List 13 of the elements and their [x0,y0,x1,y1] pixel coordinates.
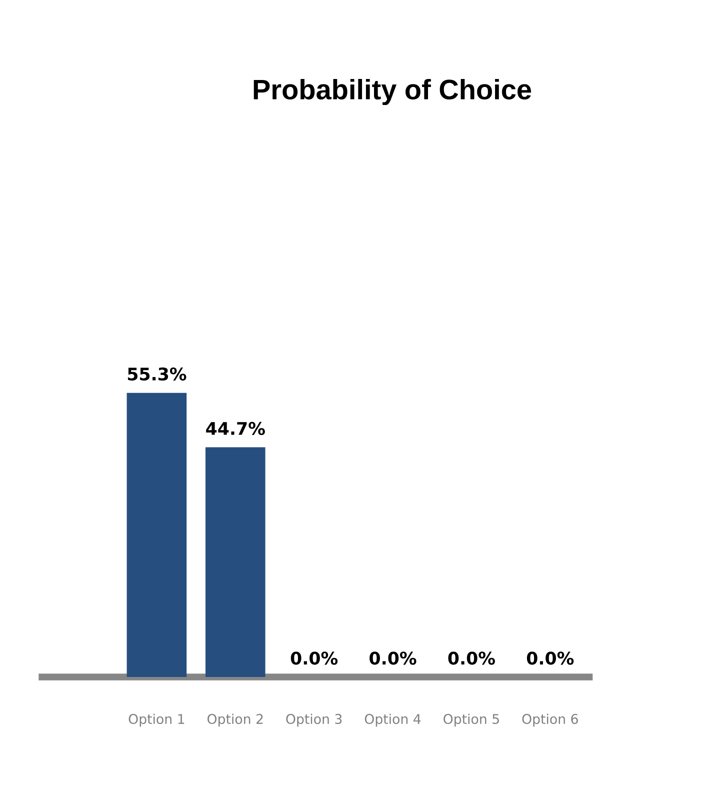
data-label: 0.0% [526,652,574,665]
data-label: 44.7% [206,422,265,436]
x-tick-label: Option 1 [128,714,184,727]
x-tick-label: Option 3 [286,714,342,727]
x-tick-label: Option 6 [522,714,578,727]
chart-title: Probability of Choice [254,78,532,106]
data-label: 0.0% [448,652,495,665]
x-tick-label: Option 4 [364,714,421,727]
data-label: 0.0% [290,652,338,665]
x-tick-label: Option 5 [444,714,499,727]
data-label: 55.3% [128,367,186,381]
x-tick-label: Option 2 [208,714,263,727]
data-label: 0.0% [370,652,416,665]
